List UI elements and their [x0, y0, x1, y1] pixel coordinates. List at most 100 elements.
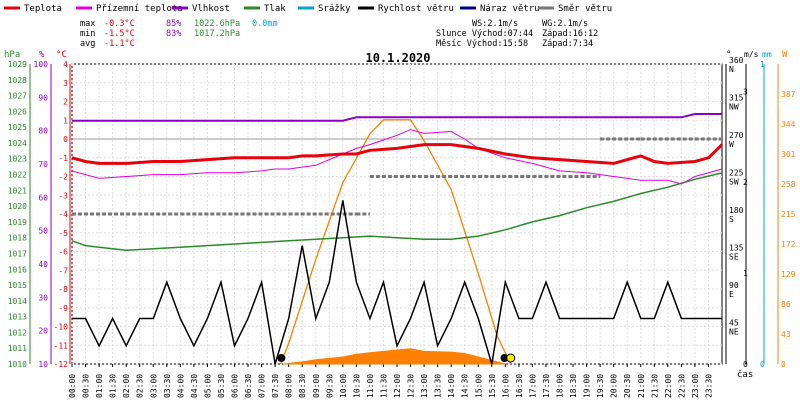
axis-tick-temp: -5 — [58, 229, 68, 238]
stat-max-label: max — [80, 19, 95, 29]
axis-tick-hpa: 1020 — [8, 202, 27, 211]
axis-tick-pct: 50 — [38, 227, 48, 236]
axis-tick-temp: -3 — [58, 191, 68, 200]
x-tick-label: 09:30 — [325, 374, 334, 398]
x-tick-label: 05:00 — [203, 374, 212, 398]
axis-tick-hpa: 1029 — [8, 60, 27, 69]
axis-tick-ms: 2 — [743, 178, 748, 187]
x-tick-label: 04:30 — [190, 374, 199, 398]
x-tick-label: 21:30 — [650, 374, 659, 398]
axis-tick-temp: 0 — [63, 135, 68, 144]
stat-max-rain: 0.0mm — [252, 19, 278, 29]
x-axis-label: čas — [737, 369, 753, 380]
axis-tick-dir-label: NE — [729, 328, 739, 337]
x-tick-label: 00:30 — [82, 374, 91, 398]
axis-tick-hpa: 1019 — [8, 218, 27, 227]
axis-tick-dir-value: 135 — [729, 244, 744, 253]
legend-label: Srážky — [318, 4, 351, 14]
x-tick-label: 00:00 — [68, 374, 77, 398]
x-tick-label: 20:00 — [610, 374, 619, 398]
axis-tick-hpa: 1011 — [8, 344, 27, 353]
stat-max-temp: -0.3°C — [104, 19, 135, 29]
x-tick-label: 12:00 — [393, 374, 402, 398]
x-tick-label: 02:00 — [122, 374, 131, 398]
x-tick-label: 19:30 — [596, 374, 605, 398]
axis-tick-dir-label: E — [729, 290, 734, 299]
axis-tick-hpa: 1027 — [8, 92, 27, 101]
axis-tick-hpa: 1021 — [8, 186, 27, 195]
axis-tick-hpa: 1013 — [8, 313, 27, 322]
stat-min-press: 1017.2hPa — [194, 29, 240, 39]
axis-tick-pct: 90 — [38, 93, 48, 102]
axis-tick-ms: 1 — [743, 269, 748, 278]
x-tick-label: 16:30 — [515, 374, 524, 398]
sunset-marker — [506, 353, 516, 363]
axis-tick-dir-value: 315 — [729, 94, 744, 103]
x-tick-label: 22:00 — [664, 374, 673, 398]
axis-tick-hpa: 1015 — [8, 281, 27, 290]
legend-item-rychlost-vetru: Rychlost větru — [358, 4, 454, 14]
legend-label: Přízemní teplota — [96, 4, 183, 14]
axis-tick-mm: 0 — [760, 360, 765, 369]
legend-item-teplota: Teplota — [4, 4, 62, 14]
axis-tick-dir-label: SE — [729, 253, 739, 262]
series-temperature — [71, 143, 724, 165]
axis-tick-ms: 3 — [743, 87, 748, 96]
axis-tick-wm2: 0 — [781, 360, 786, 369]
axis-tick-pct: 20 — [38, 327, 48, 336]
x-tick-label: 10:30 — [352, 374, 361, 398]
sun-set: Západ:16:12 — [542, 29, 598, 39]
x-tick-label: 18:00 — [556, 374, 565, 398]
axis-tick-wm2: 172 — [781, 240, 796, 249]
axis-tick-pct: 10 — [38, 360, 48, 369]
axis-tick-temp: -1 — [58, 154, 68, 163]
axis-tick-dir-value: 360 — [729, 56, 744, 65]
axis-tick-wm2: 258 — [781, 180, 796, 189]
axis-tick-hpa: 1026 — [8, 107, 27, 116]
x-tick-label: 12:30 — [407, 374, 416, 398]
x-tick-label: 17:30 — [542, 374, 551, 398]
moonrise-marker — [500, 354, 509, 362]
stat-ws: WS:2.1m/s — [472, 19, 518, 29]
x-tick-label: 05:30 — [217, 374, 226, 398]
axis-tick-temp: -10 — [54, 323, 69, 332]
x-tick-label: 15:00 — [474, 374, 483, 398]
axis-tick-dir-label: W — [729, 140, 734, 149]
axis-unit-mm: mm — [762, 50, 772, 59]
axis-tick-temp: 1 — [63, 116, 68, 125]
series-solar-radiation — [283, 348, 506, 365]
axis-tick-temp: 3 — [63, 79, 68, 88]
axis-tick-wm2: 215 — [781, 210, 796, 219]
chart-title: 10.1.2020 — [365, 51, 430, 65]
x-tick-label: 11:30 — [379, 374, 388, 398]
x-tick-label: 01:00 — [95, 374, 104, 398]
x-tick-label: 06:00 — [231, 374, 240, 398]
x-tick-label: 14:00 — [447, 374, 456, 398]
x-tick-label: 20:30 — [623, 374, 632, 398]
x-tick-label: 11:00 — [366, 374, 375, 398]
axis-unit-pct: % — [39, 50, 45, 60]
stat-min-temp: -1.5°C — [104, 29, 135, 39]
stat-wg: WG:2.1m/s — [542, 19, 588, 29]
axis-tick-hpa: 1010 — [8, 360, 27, 369]
legend-item-prizemni-teplota: Přízemní teplota — [76, 4, 183, 14]
axis-tick-dir-label: SW — [729, 178, 739, 187]
legend-label: Teplota — [24, 4, 62, 14]
legend-item-tlak: Tlak — [244, 4, 286, 14]
axis-tick-pct: 60 — [38, 193, 48, 202]
x-tick-label: 14:30 — [461, 374, 470, 398]
axis-tick-wm2: 43 — [781, 330, 791, 339]
axis-unit-dir: ° — [726, 50, 731, 60]
x-tick-label: 01:30 — [109, 374, 118, 398]
series-ground-temperature — [71, 129, 723, 185]
axis-tick-hpa: 1018 — [8, 234, 27, 243]
x-tick-label: 23:00 — [691, 374, 700, 398]
x-tick-label: 03:30 — [163, 374, 172, 398]
x-tick-label: 04:00 — [176, 374, 185, 398]
axis-tick-dir-label: NW — [729, 103, 739, 112]
axis-tick-pct: 70 — [38, 160, 48, 169]
x-tick-label: 13:00 — [420, 374, 429, 398]
axis-tick-temp: -9 — [58, 304, 68, 313]
